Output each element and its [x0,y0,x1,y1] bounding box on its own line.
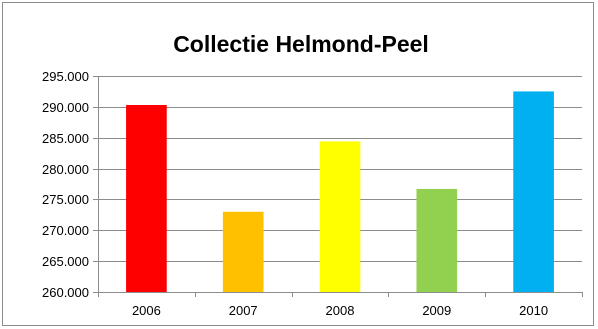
x-tick-label: 2010 [519,303,548,318]
y-tick-label: 270.000 [42,223,89,238]
y-tick-label: 275.000 [42,192,89,207]
y-tick-label: 285.000 [42,131,89,146]
chart-frame [2,2,594,326]
y-tick-label: 295.000 [42,69,89,84]
x-tick-label: 2009 [422,303,451,318]
chart-title: Collectie Helmond-Peel [173,31,429,57]
x-tick-label: 2007 [229,303,258,318]
bar-2007 [222,211,264,292]
x-tick-label: 2006 [132,303,161,318]
bar-2010 [513,91,554,292]
y-tick-label: 290.000 [42,100,89,115]
y-tick-label: 260.000 [42,285,89,300]
y-tick-label: 280.000 [42,162,89,177]
x-tick-labels: 2006 2007 2008 2009 2010 [132,303,548,318]
y-tick-labels: 260.000 265.000 270.000 275.000 280.000 285.0… [42,69,89,300]
axes [98,76,583,297]
bar-2006 [126,105,167,293]
y-tick-label: 265.000 [42,254,89,269]
x-tick-label: 2008 [326,303,355,318]
bar-2008 [319,141,361,292]
bars [126,91,554,293]
bar-2009 [416,188,458,292]
